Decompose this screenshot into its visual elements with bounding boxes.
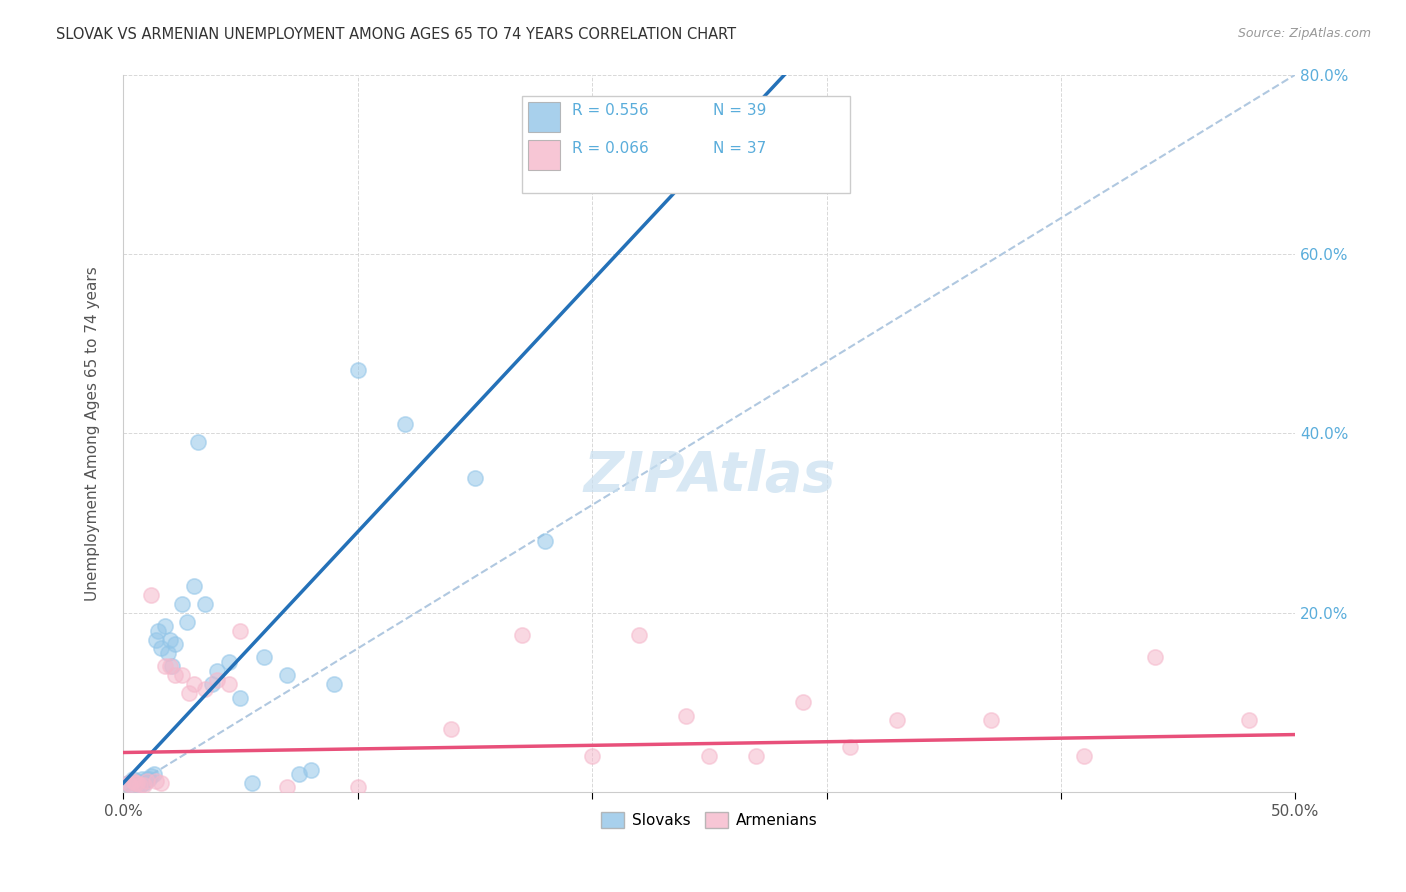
Point [120, 778, 142, 792]
Point [163, 637, 186, 651]
Point [510, 628, 533, 642]
FancyBboxPatch shape [522, 96, 851, 193]
Point [141, 769, 163, 783]
Point [240, 776, 263, 790]
Text: Source: ZipAtlas.com: Source: ZipAtlas.com [1237, 27, 1371, 40]
Point [205, 664, 228, 678]
Point [1073, 749, 1095, 764]
Point [163, 668, 186, 682]
Point [145, 632, 167, 647]
Point [581, 749, 603, 764]
Point [1237, 713, 1260, 727]
Point [839, 740, 862, 755]
Point [1143, 650, 1166, 665]
Point [627, 628, 650, 642]
Text: R = 0.066: R = 0.066 [572, 141, 650, 156]
Text: N = 39: N = 39 [713, 103, 766, 118]
Point [187, 435, 209, 450]
Point [675, 708, 697, 723]
FancyBboxPatch shape [527, 102, 561, 132]
Point [155, 619, 177, 633]
Point [149, 641, 172, 656]
Point [128, 778, 150, 792]
Point [194, 681, 217, 696]
Text: N = 37: N = 37 [713, 141, 766, 156]
Text: R = 0.556: R = 0.556 [572, 103, 648, 118]
Point [299, 763, 322, 777]
Text: ZIPAtlas: ZIPAtlas [583, 450, 835, 503]
Point [201, 677, 224, 691]
Point [162, 659, 184, 673]
Text: SLOVAK VS ARMENIAN UNEMPLOYMENT AMONG AGES 65 TO 74 YEARS CORRELATION CHART: SLOVAK VS ARMENIAN UNEMPLOYMENT AMONG AG… [56, 27, 737, 42]
Point [346, 780, 368, 795]
Y-axis label: Unemployment Among Ages 65 to 74 years: Unemployment Among Ages 65 to 74 years [86, 266, 100, 600]
Point [131, 772, 153, 786]
Point [253, 650, 276, 665]
Point [792, 695, 814, 709]
Point [127, 776, 149, 790]
Point [121, 772, 143, 786]
Point [276, 668, 298, 682]
Point [124, 776, 146, 790]
Point [229, 624, 252, 638]
Point [218, 655, 240, 669]
Legend: Slovaks, Armenians: Slovaks, Armenians [595, 806, 824, 835]
Point [699, 749, 721, 764]
Point [135, 774, 157, 789]
Point [170, 597, 193, 611]
Point [148, 624, 170, 638]
Point [135, 772, 157, 786]
Point [218, 677, 240, 691]
Point [149, 776, 172, 790]
Point [323, 677, 346, 691]
Point [394, 417, 416, 432]
Point [534, 533, 557, 548]
Point [156, 646, 179, 660]
Point [183, 579, 205, 593]
Point [464, 471, 486, 485]
Point [142, 767, 165, 781]
Point [176, 615, 198, 629]
Point [194, 597, 217, 611]
Point [745, 749, 768, 764]
Point [155, 659, 177, 673]
Point [159, 659, 181, 673]
Point [440, 722, 463, 736]
Point [886, 713, 908, 727]
Point [346, 363, 368, 377]
Point [121, 774, 143, 789]
Point [134, 776, 156, 790]
Point [138, 772, 160, 786]
Point [170, 668, 193, 682]
FancyBboxPatch shape [527, 140, 561, 170]
Point [117, 776, 139, 790]
Point [276, 780, 298, 795]
Point [159, 632, 181, 647]
Point [145, 774, 167, 789]
Point [127, 774, 149, 789]
Point [124, 776, 146, 790]
Point [141, 588, 163, 602]
Point [205, 673, 228, 687]
Point [183, 677, 205, 691]
Point [134, 778, 156, 792]
Point [120, 778, 142, 792]
Point [117, 776, 139, 790]
Point [128, 778, 150, 792]
Point [229, 690, 252, 705]
Point [177, 686, 200, 700]
Point [288, 767, 311, 781]
Point [980, 713, 1002, 727]
